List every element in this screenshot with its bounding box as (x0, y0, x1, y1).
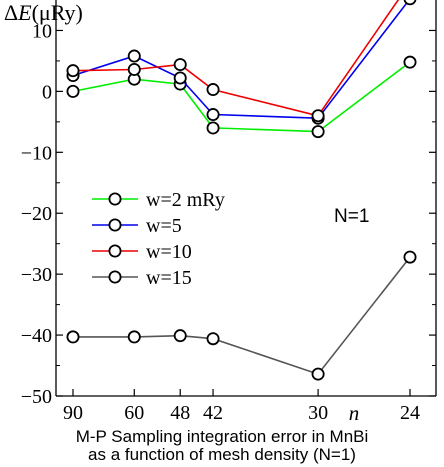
data-point (403, 0, 417, 6)
data-point (311, 367, 325, 381)
x-tick-label: 48 (170, 402, 190, 424)
caption-line-2: as a function of mesh density (N=1) (88, 445, 356, 464)
series-line (72, 0, 400, 117)
x-tick-label: 42 (203, 402, 223, 424)
x-axis-label: n (349, 401, 360, 425)
series-1 (66, 55, 417, 139)
data-point (127, 330, 141, 344)
legend-marker (108, 270, 122, 284)
data-point (206, 83, 220, 97)
x-tick-label: 24 (400, 402, 420, 424)
data-point (206, 332, 220, 346)
legend-marker (108, 192, 122, 206)
data-point (127, 62, 141, 76)
series-line (73, 256, 411, 376)
legend-item: w=5 (92, 215, 182, 237)
legend-item: w=10 (92, 241, 192, 263)
axes: 10 0 −10 −20 −30 −40 −50 90 60 48 42 30 24 (21, 0, 437, 424)
data-point (173, 71, 187, 85)
x-tick-label: 90 (63, 402, 83, 424)
y-tick-label: −30 (21, 264, 52, 286)
data-point (403, 55, 417, 69)
y-axis-label: ΔE(μRy) (4, 0, 83, 25)
legend-marker (108, 244, 122, 258)
data-point (66, 330, 80, 344)
y-tick-label: −20 (21, 203, 52, 225)
legend: w=2 mRy w=5 w=10 w=15 (92, 189, 225, 289)
series-line (72, 0, 411, 120)
legend-marker (108, 218, 122, 232)
data-point (127, 49, 141, 63)
data-point (173, 58, 187, 72)
series-line (72, 61, 411, 133)
legend-label: w=2 mRy (146, 189, 225, 211)
legend-label: w=5 (146, 215, 182, 237)
y-tick-label: −10 (21, 142, 52, 164)
data-point (66, 64, 80, 78)
series-4 (66, 250, 417, 381)
data-point (311, 125, 325, 139)
data-point (206, 121, 220, 135)
x-tick-label: 30 (308, 402, 328, 424)
legend-item: w=2 mRy (92, 189, 225, 211)
data-point (206, 108, 220, 122)
data-point (403, 250, 417, 264)
y-tick-label: −50 (21, 386, 52, 408)
y-tick-label: 10 (32, 20, 52, 42)
data-point (173, 329, 187, 343)
x-tick-label: 60 (124, 402, 144, 424)
data-point (311, 109, 325, 123)
y-tick-label: −40 (21, 325, 52, 347)
series-2 (66, 0, 417, 125)
legend-label: w=10 (146, 241, 192, 263)
legend-item: w=15 (92, 267, 192, 289)
legend-label: w=15 (146, 267, 192, 289)
data-point (66, 84, 80, 98)
series-lines (66, 0, 417, 381)
caption-line-1: M-P Sampling integration error in MnBi (75, 427, 369, 446)
y-tick-label: 0 (42, 81, 52, 103)
series-3 (66, 0, 400, 123)
annotation-n1: N=1 (334, 206, 369, 227)
